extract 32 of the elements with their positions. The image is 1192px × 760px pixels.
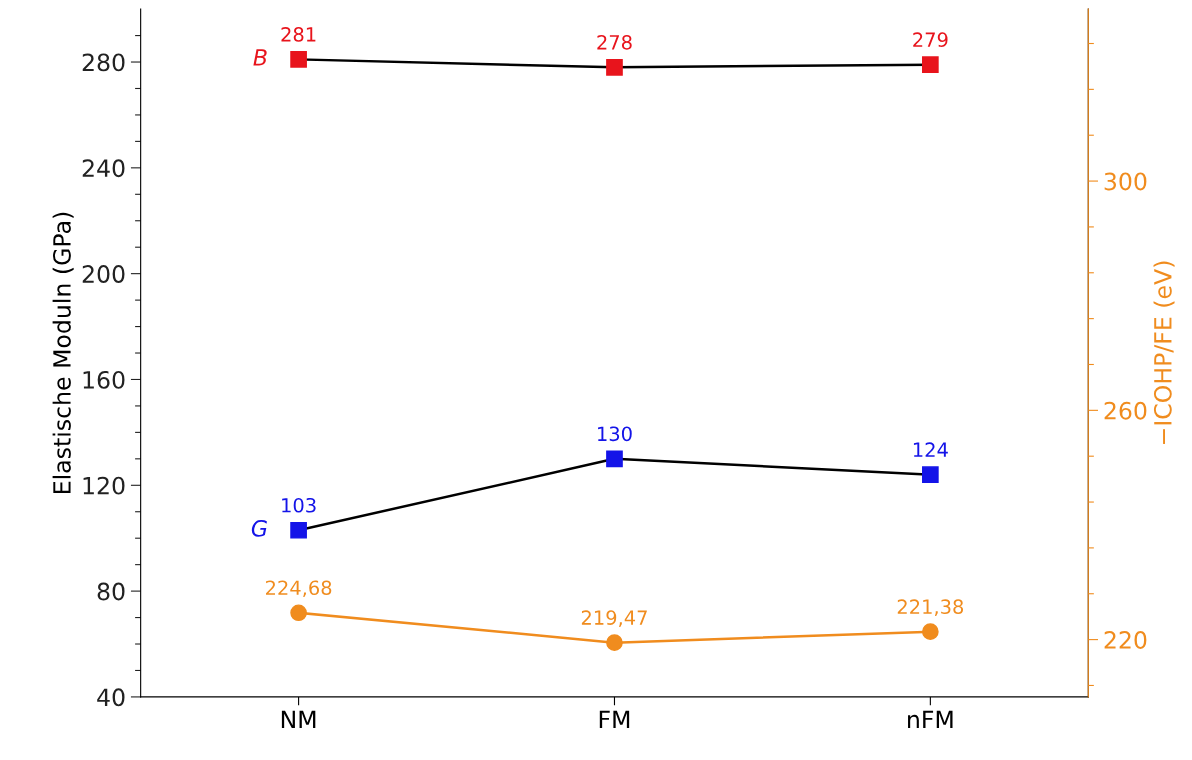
x-tick-label: NM: [281, 710, 316, 729]
y-axis-title: Elastische Moduln (GPa): [52, 212, 74, 493]
data-label: 103: [282, 497, 316, 513]
point: [290, 51, 307, 68]
x-tick-label: FM: [599, 710, 630, 729]
y2-tick-label: 220: [1104, 631, 1147, 649]
point: [922, 56, 939, 74]
y-tick-label: 40: [97, 688, 125, 707]
data-label: 281: [281, 27, 316, 42]
y-tick-label: 160: [83, 370, 125, 389]
data-label: 279: [913, 32, 948, 48]
data-label: 221,38: [897, 599, 964, 617]
y-tick-label: 280: [82, 53, 125, 72]
data-label: 219,47: [581, 610, 647, 627]
data-label: 278: [597, 34, 632, 50]
x-tick-label: nFM: [908, 710, 953, 729]
y2-tick-label: 260: [1104, 401, 1147, 420]
y-tick-label: 240: [82, 159, 125, 178]
point: [606, 58, 623, 76]
data-label: 124: [913, 442, 948, 457]
y2-axis-title: −ICOHP/FE (eV): [1153, 261, 1175, 444]
y-tick-label: 120: [83, 476, 125, 495]
point: [606, 450, 623, 468]
series-label: B: [253, 49, 267, 66]
data-label: 224,68: [266, 580, 332, 598]
y-tick-label: 80: [97, 582, 125, 601]
point: [922, 466, 939, 484]
data-label: 130: [598, 426, 632, 442]
series-label: G: [251, 519, 267, 537]
y2-tick-label: 300: [1104, 172, 1147, 191]
point: [290, 521, 307, 539]
y-tick-label: 200: [82, 265, 125, 283]
